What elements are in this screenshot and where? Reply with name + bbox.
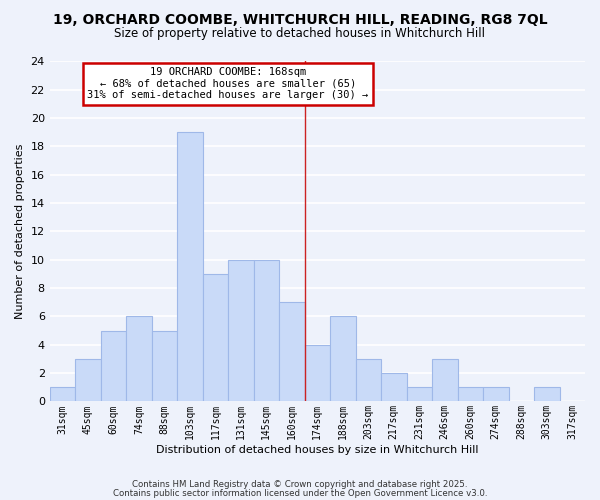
Bar [203,274,228,402]
Bar [356,359,381,402]
Bar [152,330,177,402]
Bar [534,388,560,402]
Bar [101,330,126,402]
Bar [279,302,305,402]
Text: 19, ORCHARD COOMBE, WHITCHURCH HILL, READING, RG8 7QL: 19, ORCHARD COOMBE, WHITCHURCH HILL, REA… [53,12,547,26]
Bar [381,373,407,402]
Y-axis label: Number of detached properties: Number of detached properties [15,144,25,319]
Text: Contains public sector information licensed under the Open Government Licence v3: Contains public sector information licen… [113,488,487,498]
X-axis label: Distribution of detached houses by size in Whitchurch Hill: Distribution of detached houses by size … [156,445,479,455]
Bar [407,388,432,402]
Bar [305,345,330,402]
Bar [458,388,483,402]
Bar [228,260,254,402]
Bar [254,260,279,402]
Bar [483,388,509,402]
Bar [126,316,152,402]
Bar [177,132,203,402]
Bar [75,359,101,402]
Text: Size of property relative to detached houses in Whitchurch Hill: Size of property relative to detached ho… [115,28,485,40]
Text: Contains HM Land Registry data © Crown copyright and database right 2025.: Contains HM Land Registry data © Crown c… [132,480,468,489]
Bar [432,359,458,402]
Text: 19 ORCHARD COOMBE: 168sqm
← 68% of detached houses are smaller (65)
31% of semi-: 19 ORCHARD COOMBE: 168sqm ← 68% of detac… [88,67,369,100]
Bar [330,316,356,402]
Bar [50,388,75,402]
